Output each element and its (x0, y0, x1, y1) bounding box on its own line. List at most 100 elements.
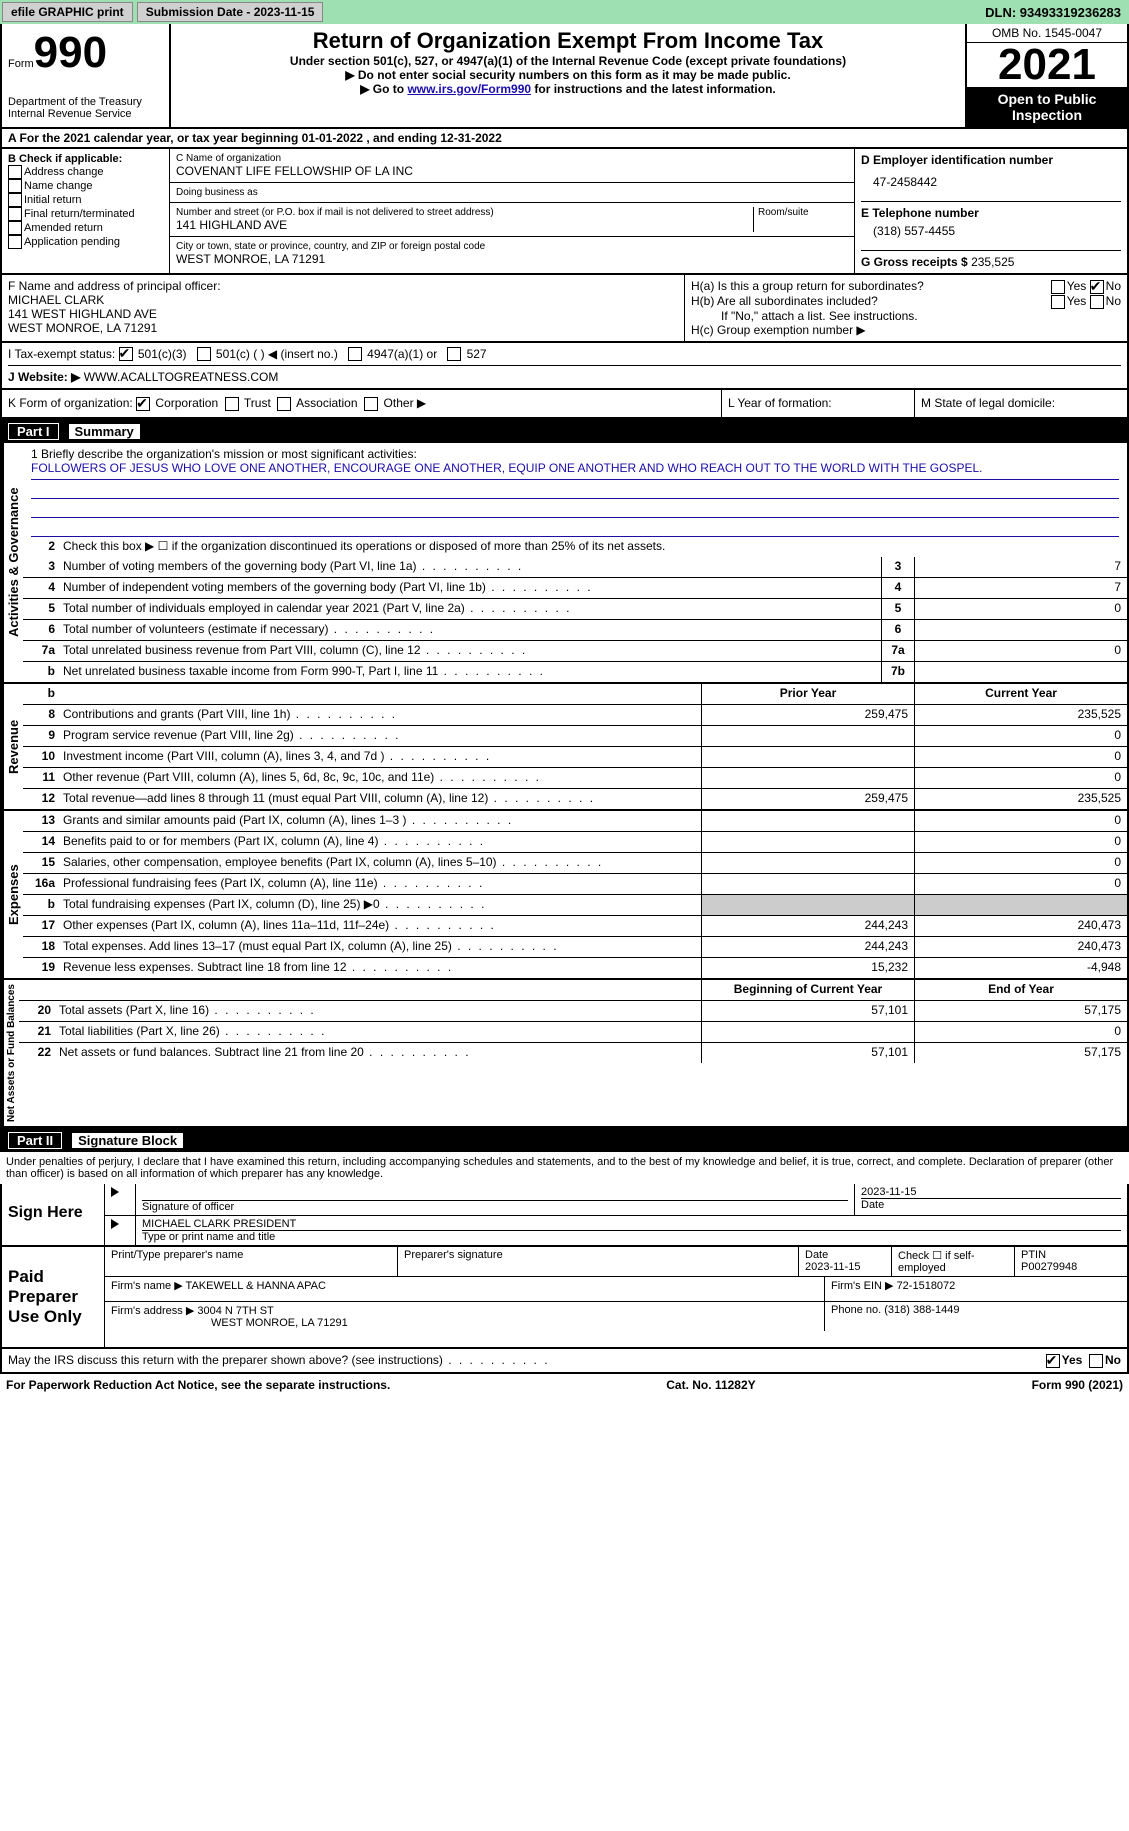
b-final-return[interactable]: Final return/terminated (8, 207, 163, 221)
col-deg: D Employer identification number 47-2458… (854, 149, 1127, 273)
block-ij: I Tax-exempt status: 501(c)(3) 501(c) ( … (0, 343, 1129, 391)
ptin-label: PTIN (1021, 1249, 1046, 1261)
firm-ein-label: Firm's EIN ▶ (831, 1280, 894, 1292)
form-header: Form990 Department of the Treasury Inter… (0, 24, 1129, 129)
hb-yesno[interactable]: Yes No (1051, 294, 1121, 309)
firm-phone: (318) 388-1449 (884, 1304, 959, 1316)
sig-declaration: Under penalties of perjury, I declare th… (0, 1152, 1129, 1184)
submission-date-button[interactable]: Submission Date - 2023-11-15 (137, 2, 324, 22)
firm-addr-label: Firm's address ▶ (111, 1305, 194, 1317)
form-word: Form (8, 58, 34, 70)
form-id-box: Form990 Department of the Treasury Inter… (2, 24, 171, 127)
check-self-employed[interactable]: Check ☐ if self-employed (892, 1247, 1015, 1276)
prep-date: 2023-11-15 (805, 1261, 860, 1273)
paid-preparer-label: Paid Preparer Use Only (2, 1247, 105, 1347)
prep-name-label: Print/Type preparer's name (105, 1247, 398, 1276)
j-label: J Website: ▶ (8, 370, 80, 384)
f-label: F Name and address of principal officer: (8, 279, 678, 293)
table-row: bTotal fundraising expenses (Part IX, co… (23, 895, 1127, 916)
f-name: MICHAEL CLARK (8, 293, 678, 307)
c-room-label: Room/suite (758, 207, 848, 218)
c-city-label: City or town, state or province, country… (176, 241, 848, 252)
note-goto-pre: ▶ Go to (360, 82, 407, 96)
i-501c3-check[interactable] (119, 347, 133, 361)
year-box: OMB No. 1545-0047 2021 Open to Public In… (965, 24, 1127, 127)
table-row: 7aTotal unrelated business revenue from … (23, 641, 1127, 662)
b-address-change[interactable]: Address change (8, 165, 163, 179)
d-ein: 47-2458442 (861, 167, 1121, 201)
i-527-check[interactable] (447, 347, 461, 361)
h-group: H(a) Is this a group return for subordin… (685, 275, 1127, 341)
i-501c-check[interactable] (197, 347, 211, 361)
part2-header: Part II Signature Block (0, 1128, 1129, 1152)
part1-num: Part I (8, 423, 59, 440)
line1-mission: 1 Briefly describe the organization's mi… (23, 443, 1127, 537)
topbar: efile GRAPHIC print Submission Date - 20… (0, 0, 1129, 24)
b-app-pending[interactable]: Application pending (8, 235, 163, 249)
table-row: 15Salaries, other compensation, employee… (23, 853, 1127, 874)
table-row: 5Total number of individuals employed in… (23, 599, 1127, 620)
footer-form: Form 990 (2021) (1032, 1378, 1123, 1392)
mission-blank1 (31, 480, 1119, 499)
k-assoc-check[interactable] (277, 397, 291, 411)
k-corp-check[interactable] (136, 397, 150, 411)
table-row: 18Total expenses. Add lines 13–17 (must … (23, 937, 1127, 958)
note-goto-post: for instructions and the latest informat… (531, 82, 776, 96)
table-row: 4Number of independent voting members of… (23, 578, 1127, 599)
k-other-check[interactable] (364, 397, 378, 411)
table-row: 13Grants and similar amounts paid (Part … (23, 811, 1127, 832)
l-year-formation: L Year of formation: (721, 390, 914, 417)
footer-pra: For Paperwork Reduction Act Notice, see … (6, 1378, 390, 1392)
line-a-calendar-year: A For the 2021 calendar year, or tax yea… (0, 129, 1129, 149)
title-box: Return of Organization Exempt From Incom… (171, 24, 965, 127)
table-row: 19Revenue less expenses. Subtract line 1… (23, 958, 1127, 978)
k-form-org: K Form of organization: Corporation Trus… (2, 390, 721, 417)
vtab-net: Net Assets or Fund Balances (2, 980, 19, 1126)
i-4947-check[interactable] (348, 347, 362, 361)
tax-year: 2021 (967, 43, 1127, 87)
c-city: WEST MONROE, LA 71291 (176, 252, 848, 266)
sign-here-section: Sign Here Signature of officer 2023-11-1… (0, 1184, 1129, 1247)
table-row: bNet unrelated business taxable income f… (23, 662, 1127, 682)
table-row: 6Total number of volunteers (estimate if… (23, 620, 1127, 641)
irs-link[interactable]: www.irs.gov/Form990 (407, 82, 531, 96)
prep-date-label: Date (805, 1249, 828, 1261)
form-title: Return of Organization Exempt From Incom… (177, 28, 959, 54)
may-irs-yesno[interactable]: Yes No (1046, 1353, 1121, 1368)
table-row: 11Other revenue (Part VIII, column (A), … (23, 768, 1127, 789)
b-name-change[interactable]: Name change (8, 179, 163, 193)
paid-preparer-section: Paid Preparer Use Only Print/Type prepar… (0, 1247, 1129, 1349)
c-addr-label: Number and street (or P.O. box if mail i… (176, 207, 749, 218)
firm-city: WEST MONROE, LA 71291 (111, 1317, 348, 1329)
f-addr2: WEST MONROE, LA 71291 (8, 321, 678, 335)
table-row: 17Other expenses (Part IX, column (A), l… (23, 916, 1127, 937)
dept-label: Department of the Treasury Internal Reve… (8, 96, 163, 120)
table-row: 16aProfessional fundraising fees (Part I… (23, 874, 1127, 895)
firm-ein: 72-1518072 (897, 1280, 956, 1292)
c-street: 141 HIGHLAND AVE (176, 218, 749, 232)
b-amended-return[interactable]: Amended return (8, 221, 163, 235)
k-trust-check[interactable] (225, 397, 239, 411)
header-current-year: Current Year (914, 684, 1127, 704)
block-klm: K Form of organization: Corporation Trus… (0, 390, 1129, 419)
open-public-label: Open to Public Inspection (967, 87, 1127, 127)
table-row: 12Total revenue—add lines 8 through 11 (… (23, 789, 1127, 809)
ha-yesno[interactable]: Yes No (1051, 279, 1121, 294)
table-row: 14Benefits paid to or for members (Part … (23, 832, 1127, 853)
vtab-governance: Activities & Governance (2, 443, 23, 682)
ha-label: H(a) Is this a group return for subordin… (691, 279, 924, 294)
note-goto: ▶ Go to www.irs.gov/Form990 for instruct… (177, 82, 959, 96)
hc-label: H(c) Group exemption number ▶ (691, 323, 1121, 337)
block-bcdeg: B Check if applicable: Address change Na… (0, 149, 1129, 275)
dln-label: DLN: 93493319236283 (985, 5, 1129, 20)
b-initial-return[interactable]: Initial return (8, 193, 163, 207)
firm-name-label: Firm's name ▶ (111, 1280, 183, 1292)
col-b-checkboxes: B Check if applicable: Address change Na… (2, 149, 170, 273)
sign-here-label: Sign Here (2, 1184, 105, 1245)
g-gross-val: 235,525 (971, 255, 1014, 269)
efile-print-button[interactable]: efile GRAPHIC print (2, 2, 133, 22)
section-revenue: Revenue b Prior Year Current Year 8Contr… (0, 684, 1129, 811)
b-title: B Check if applicable: (8, 153, 163, 165)
form-subtitle: Under section 501(c), 527, or 4947(a)(1)… (177, 54, 959, 68)
sig-date: 2023-11-15 (861, 1186, 1121, 1198)
